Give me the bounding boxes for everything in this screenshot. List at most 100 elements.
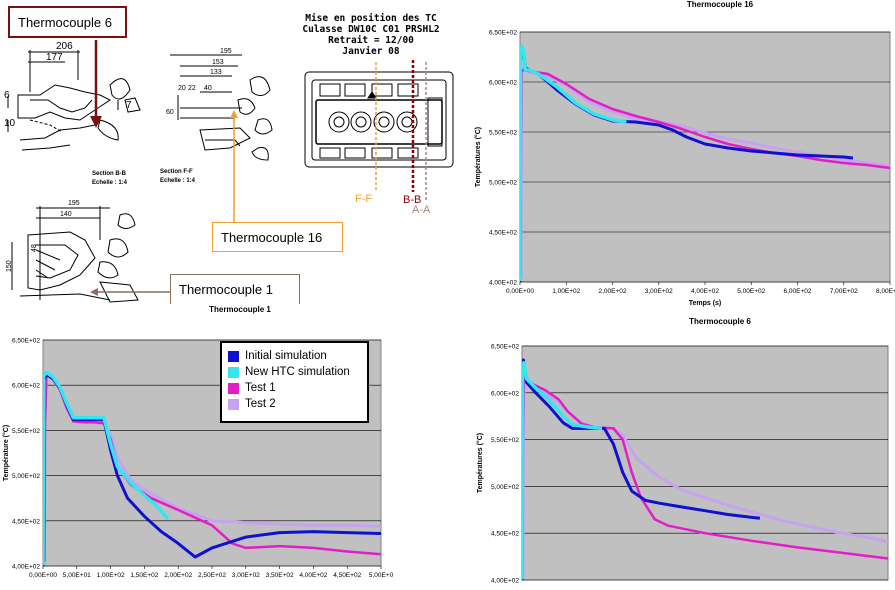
cylinder-head-view (304, 71, 454, 168)
x-tick-label: 5,00E+0 (369, 572, 394, 579)
legend-item-new-htc: New HTC simulation (228, 364, 367, 380)
dim-20-ff: 20 (178, 85, 186, 92)
plot-area (521, 345, 889, 581)
y-tick-label: 5,50E+02 (489, 130, 517, 137)
series-line-test2 (522, 372, 888, 579)
callout-thermocouple-16: Thermocouple 16 (212, 222, 343, 252)
x-tick-label: 8,00E+02 (876, 288, 895, 295)
y-tick-label: 4,50E+02 (491, 531, 519, 538)
dim-22-ff: 22 (188, 85, 196, 92)
callout-thermocouple-1: Thermocouple 1 (170, 274, 300, 304)
callout-thermocouple-6: Thermocouple 6 (8, 6, 127, 38)
legend-swatch-test1 (228, 382, 239, 394)
series-line-new_htc (43, 370, 170, 566)
y-axis-label: Températures (°C) (476, 433, 484, 493)
dim-140-aa: 140 (60, 211, 72, 218)
chart-title-tc6: Thermocouple 6 (689, 317, 751, 326)
x-tick-label: 3,00E+02 (645, 288, 673, 295)
drawing-title-line-3: Retrait = 12/00 (328, 35, 414, 46)
x-tick-label: 0,00E+00 (29, 572, 57, 579)
y-tick-label: 6,00E+02 (491, 390, 519, 397)
x-tick-label: 1,00E+02 (97, 572, 125, 579)
y-tick-label: 5,00E+02 (489, 180, 517, 187)
y-tick-label: 4,00E+02 (491, 578, 519, 585)
x-tick-label: 0,00E+00 (506, 288, 534, 295)
y-tick-label: 4,50E+02 (489, 230, 517, 237)
drawing-title-line-1: Mise en position des TC (305, 13, 437, 24)
series-line-new_htc (520, 44, 627, 282)
dim-40-ff: 40 (204, 85, 212, 92)
x-tick-label: 1,50E+02 (130, 572, 158, 579)
engineering-drawing: 206 177 6 10 7 Section B-B Echelle : 1:4… (4, 40, 454, 303)
y-tick-label: 4,50E+02 (12, 518, 40, 525)
x-tick-label: 4,00E+02 (299, 572, 327, 579)
x-tick-label: 2,50E+02 (198, 572, 226, 579)
legend-label-test1: Test 1 (245, 382, 276, 394)
section-aa-drawing (11, 206, 139, 303)
dim-177: 177 (46, 52, 63, 63)
x-axis-label: Temps (s) (689, 300, 722, 307)
section-label-bb: B-B (403, 194, 421, 206)
x-tick-label: 2,00E+02 (598, 288, 626, 295)
dim-153-ff: 153 (212, 59, 224, 66)
section-bb-drawing (7, 50, 141, 151)
chart-legend: Initial simulation New HTC simulation Te… (220, 341, 369, 423)
x-tick-label: 1,00E+02 (552, 288, 580, 295)
legend-item-initial: Initial simulation (228, 348, 367, 364)
y-axis-label: Températures (°C) (474, 127, 482, 187)
dim-6: 6 (4, 90, 10, 101)
legend-swatch-test2 (228, 398, 239, 410)
drawing-title-line-4: Janvier 08 (342, 46, 400, 57)
legend-label-test2: Test 2 (245, 398, 276, 410)
y-tick-label: 5,50E+02 (12, 428, 40, 435)
section-bb-caption-1: Section B-B (92, 171, 127, 177)
y-tick-label: 6,50E+02 (12, 338, 40, 345)
section-label-ff: F-F (355, 193, 372, 205)
x-tick-label: 4,00E+02 (691, 288, 719, 295)
chart-title-tc1: Thermocouple 1 (209, 305, 271, 314)
drawing-title: Mise en position des TC Culasse DW10C C0… (296, 13, 446, 57)
x-tick-label: 7,00E+02 (830, 288, 858, 295)
y-tick-label: 5,00E+02 (12, 473, 40, 480)
callout-thermocouple-6-label: Thermocouple 6 (18, 14, 112, 30)
chart-thermocouple-1: 4,00E+02 4,50E+02 5,00E+02 5,50E+02 6,00E+02… (2, 338, 394, 580)
series-line-initial (522, 358, 761, 580)
y-tick-label: 6,50E+02 (489, 30, 517, 37)
dim-206: 206 (56, 41, 73, 52)
y-tick-label: 6,00E+02 (489, 80, 517, 87)
y-tick-label: 6,50E+02 (491, 344, 519, 351)
drawing-title-line-2: Culasse DW10C C01 PRSHL2 (302, 24, 440, 35)
x-tick-label: 3,00E+02 (232, 572, 260, 579)
legend-label-new-htc: New HTC simulation (245, 366, 350, 378)
section-label-aa: A-A (412, 204, 431, 216)
chart-thermocouple-16: 4,00E+02 4,50E+02 5,00E+02 5,50E+02 6,00E+02… (474, 30, 895, 308)
y-axis-label: Température (°C) (2, 425, 10, 481)
series-line-new_htc (522, 361, 603, 580)
legend-swatch-initial (228, 350, 239, 362)
legend-label-initial: Initial simulation (245, 350, 327, 362)
callout-thermocouple-16-label: Thermocouple 16 (221, 229, 323, 245)
y-tick-label: 4,00E+02 (489, 280, 517, 287)
y-tick-label: 4,00E+02 (12, 564, 40, 571)
legend-item-test2: Test 2 (228, 396, 367, 412)
dim-133-ff: 133 (210, 69, 222, 76)
chart-thermocouple-6: 4,00E+02 4,50E+02 5,00E+02 5,50E+02 6,00E+02… (476, 344, 889, 585)
x-tick-label: 4,50E+02 (333, 572, 361, 579)
x-tick-label: 3,50E+02 (266, 572, 294, 579)
chart-title-tc16: Thermocouple 16 (686, 0, 754, 9)
y-tick-label: 5,00E+02 (491, 484, 519, 491)
dim-150-aa: 150 (6, 260, 13, 272)
legend-swatch-new-htc (228, 366, 239, 378)
dim-195-aa: 195 (68, 200, 80, 207)
dim-48-aa: 48 (31, 244, 38, 252)
x-tick-label: 6,00E+02 (783, 288, 811, 295)
section-ff-caption-2: Echelle : 1:4 (160, 178, 196, 184)
y-tick-label: 5,50E+02 (491, 437, 519, 444)
x-tick-label: 5,00E+01 (63, 572, 91, 579)
dim-60-ff: 60 (166, 109, 174, 116)
y-tick-label: 6,00E+02 (12, 383, 40, 390)
dim-7: 7 (126, 100, 132, 111)
dim-10: 10 (4, 118, 16, 129)
x-tick-label: 2,00E+02 (164, 572, 192, 579)
legend-item-test1: Test 1 (228, 380, 367, 396)
